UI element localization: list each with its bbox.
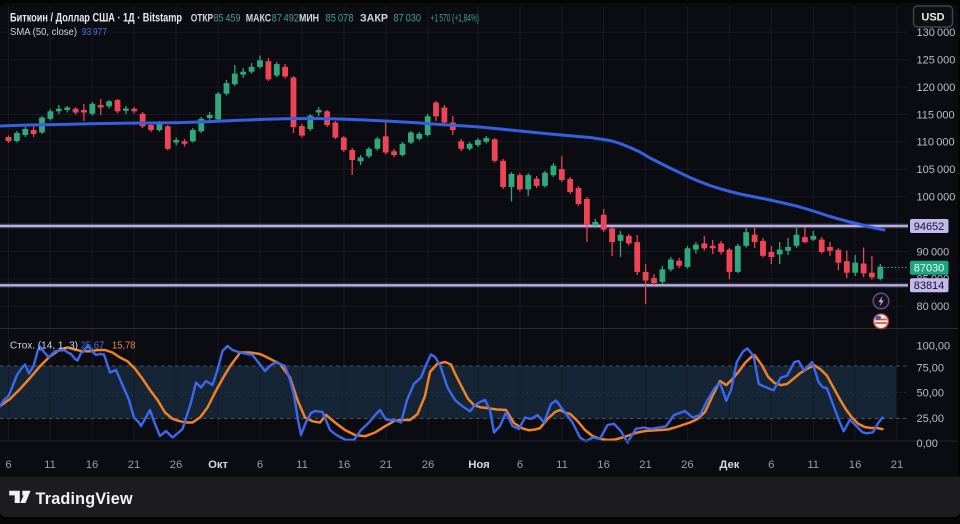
svg-text:21: 21 [128,459,141,471]
svg-text:11: 11 [807,459,819,471]
svg-text:11: 11 [44,459,56,471]
svg-text:85 078: 85 078 [326,13,354,25]
svg-text:USD: USD [921,12,944,24]
svg-text:83814: 83814 [914,280,945,292]
svg-text:125 000: 125 000 [917,55,956,67]
svg-text:85 459: 85 459 [214,13,241,25]
svg-text:50,00: 50,00 [917,387,945,399]
svg-text:87030: 87030 [914,263,945,275]
svg-text:21: 21 [639,459,652,471]
svg-text:0,00: 0,00 [917,438,938,450]
svg-text:ОТКР: ОТКР [191,13,214,25]
svg-text:100 000: 100 000 [917,192,956,204]
svg-text:75,00: 75,00 [917,362,945,374]
svg-text:6: 6 [257,459,263,471]
svg-text:26: 26 [681,459,694,471]
svg-text:11: 11 [296,459,308,471]
svg-text:Окт: Окт [208,459,228,471]
svg-text:11: 11 [556,459,568,471]
svg-text:21: 21 [380,459,393,471]
svg-text:87 492: 87 492 [272,13,299,25]
svg-text:90 000: 90 000 [917,246,950,258]
svg-text:94652: 94652 [914,221,945,233]
svg-text:25,67: 25,67 [81,340,105,352]
svg-text:6: 6 [768,459,774,471]
svg-text:16: 16 [597,459,610,471]
svg-text:16: 16 [86,459,99,471]
svg-text:26: 26 [422,459,435,471]
svg-text:15,78: 15,78 [112,340,136,352]
svg-text:100,00: 100,00 [917,340,951,352]
svg-text:+1 570 (+1,84%): +1 570 (+1,84%) [431,13,480,25]
svg-text:110 000: 110 000 [917,137,955,149]
svg-text:SMA (50, close): SMA (50, close) [10,26,77,38]
svg-text:16: 16 [338,459,351,471]
svg-text:130 000: 130 000 [917,27,956,39]
svg-text:26: 26 [170,459,183,471]
svg-text:21: 21 [891,459,904,471]
svg-text:93 977: 93 977 [82,26,107,38]
svg-text:Ноя: Ноя [468,459,490,471]
svg-text:6: 6 [5,459,11,471]
svg-text:87 030: 87 030 [394,13,422,25]
svg-text:ЗАКР: ЗАКР [360,13,388,25]
svg-text:Биткоин / Доллар США · 1Д · Bi: Биткоин / Доллар США · 1Д · Bitstamp [10,13,182,25]
svg-text:МИН: МИН [299,13,319,25]
svg-text:TradingView: TradingView [36,490,133,508]
svg-text:МАКС: МАКС [246,13,272,25]
svg-text:Дек: Дек [719,459,739,471]
svg-text:105 000: 105 000 [917,164,956,176]
svg-text:80 000: 80 000 [917,301,950,313]
svg-text:Стох. (14, 1, 3): Стох. (14, 1, 3) [10,340,78,352]
svg-text:16: 16 [849,459,862,471]
svg-text:25,00: 25,00 [917,413,945,425]
svg-text:6: 6 [517,459,523,471]
svg-text:120 000: 120 000 [917,82,956,94]
svg-text:115 000: 115 000 [917,109,955,121]
